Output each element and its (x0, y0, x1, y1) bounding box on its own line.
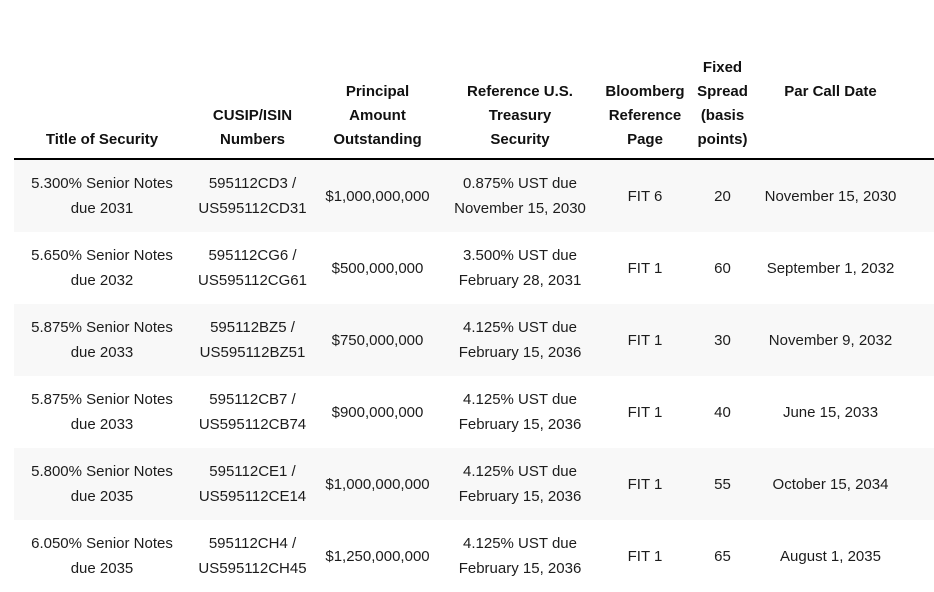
cell-cusip-isin: 595112CD3 / US595112CD31 (198, 175, 307, 217)
cell-reference-treasury: 0.875% UST due November 15, 2030 (454, 175, 586, 217)
table-row: 5.875% Senior Notes due 2033 595112BZ5 /… (14, 304, 934, 376)
cell-fixed-spread: 20 (714, 187, 731, 205)
cell-bloomberg-page: FIT 1 (627, 475, 663, 493)
cell-title-of-security: 5.650% Senior Notes due 2032 (31, 247, 173, 289)
cell-fixed-spread: 40 (714, 403, 731, 421)
cell-principal-amount: $500,000,000 (331, 259, 424, 277)
table-header: Title of Security CUSIP/ISIN Numbers Pri… (14, 0, 934, 160)
cell-reference-treasury: 3.500% UST due February 28, 2031 (458, 247, 582, 289)
cell-bloomberg-page: FIT 6 (627, 187, 663, 205)
cell-title-of-security: 5.300% Senior Notes due 2031 (31, 175, 173, 217)
column-header-bloomberg-reference-page: Bloomberg Reference Page (600, 0, 690, 160)
column-header-reference-us-treasury-security: Reference U.S. Treasury Security (440, 0, 600, 160)
cell-title-of-security: 6.050% Senior Notes due 2035 (31, 535, 173, 577)
cell-title-of-security: 5.875% Senior Notes due 2033 (31, 319, 173, 361)
cell-cusip-isin: 595112CE1 / US595112CE14 (198, 463, 307, 505)
cell-bloomberg-page: FIT 1 (627, 547, 663, 565)
cell-reference-treasury: 4.125% UST due February 15, 2036 (458, 391, 582, 433)
cell-cusip-isin: 595112BZ5 / US595112BZ51 (199, 319, 306, 361)
column-header-par-call-date: Par Call Date (755, 0, 934, 160)
table-row: 5.875% Senior Notes due 2033 595112CB7 /… (14, 376, 934, 448)
cell-reference-treasury: 4.125% UST due February 15, 2036 (458, 319, 582, 361)
cell-par-call-date: October 15, 2034 (772, 475, 889, 493)
securities-table: Title of Security CUSIP/ISIN Numbers Pri… (14, 0, 934, 592)
cell-reference-treasury: 4.125% UST due February 15, 2036 (458, 463, 582, 505)
column-header-principal-amount-outstanding: Principal Amount Outstanding (315, 0, 440, 160)
cell-title-of-security: 5.875% Senior Notes due 2033 (31, 391, 173, 433)
cell-principal-amount: $1,250,000,000 (325, 547, 430, 565)
cell-bloomberg-page: FIT 1 (627, 331, 663, 349)
cell-cusip-isin: 595112CG6 / US595112CG61 (198, 247, 307, 289)
cell-principal-amount: $1,000,000,000 (325, 475, 430, 493)
cell-cusip-isin: 595112CB7 / US595112CB74 (198, 391, 307, 433)
cell-reference-treasury: 4.125% UST due February 15, 2036 (458, 535, 582, 577)
cell-principal-amount: $1,000,000,000 (325, 187, 430, 205)
cell-par-call-date: November 15, 2030 (764, 187, 897, 205)
cell-par-call-date: June 15, 2033 (782, 403, 879, 421)
table-row: 5.300% Senior Notes due 2031 595112CD3 /… (14, 159, 934, 232)
column-header-cusip-isin-numbers: CUSIP/ISIN Numbers (190, 0, 315, 160)
cell-par-call-date: September 1, 2032 (766, 259, 895, 277)
table-row: 5.800% Senior Notes due 2035 595112CE1 /… (14, 448, 934, 520)
cell-cusip-isin: 595112CH4 / US595112CH45 (198, 535, 307, 577)
cell-par-call-date: November 9, 2032 (768, 331, 893, 349)
cell-title-of-security: 5.800% Senior Notes due 2035 (31, 463, 173, 505)
cell-fixed-spread: 65 (714, 547, 731, 565)
cell-principal-amount: $900,000,000 (331, 403, 424, 421)
cell-fixed-spread: 60 (714, 259, 731, 277)
column-header-fixed-spread-basis-points: Fixed Spread (basis points) (690, 0, 755, 160)
table-row: 5.650% Senior Notes due 2032 595112CG6 /… (14, 232, 934, 304)
cell-bloomberg-page: FIT 1 (627, 403, 663, 421)
cell-fixed-spread: 30 (714, 331, 731, 349)
table-body: 5.300% Senior Notes due 2031 595112CD3 /… (14, 159, 934, 592)
table-row: 6.050% Senior Notes due 2035 595112CH4 /… (14, 520, 934, 592)
cell-principal-amount: $750,000,000 (331, 331, 424, 349)
header-row: Title of Security CUSIP/ISIN Numbers Pri… (14, 0, 934, 160)
cell-bloomberg-page: FIT 1 (627, 259, 663, 277)
cell-fixed-spread: 55 (714, 475, 731, 493)
cell-par-call-date: August 1, 2035 (780, 547, 881, 565)
column-header-title-of-security: Title of Security (14, 0, 190, 160)
